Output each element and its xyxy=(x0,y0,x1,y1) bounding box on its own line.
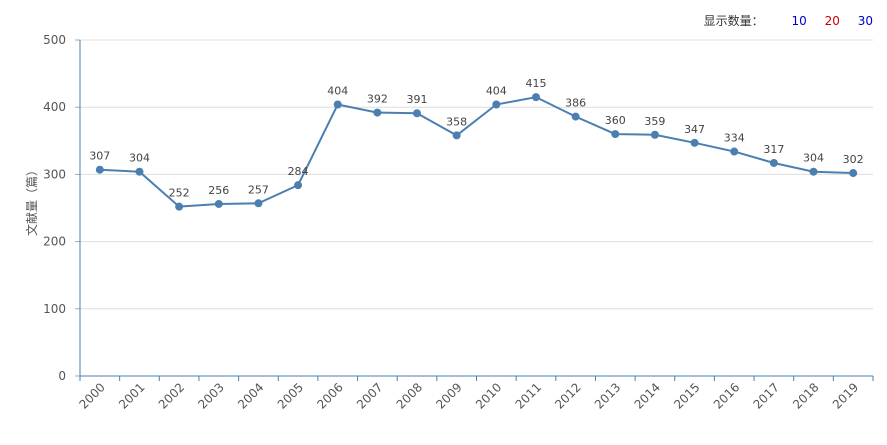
display-count-controls: 显示数量： 10 20 30 xyxy=(704,12,873,29)
y-tick-label: 200 xyxy=(43,235,66,249)
display-count-option-10[interactable]: 10 xyxy=(791,14,807,28)
data-point xyxy=(135,167,144,176)
data-label: 404 xyxy=(327,85,348,98)
data-labels: 307 304 252 256 257 284 404 392 391 358 404 415 386 3… xyxy=(89,77,863,200)
data-label: 252 xyxy=(169,187,190,200)
data-point xyxy=(333,100,342,109)
x-axis: 2000 2001 2002 2003 2004 2005 2006 2007 2008 2009… xyxy=(76,40,874,412)
data-point xyxy=(571,112,580,121)
x-tick-label: 2005 xyxy=(275,380,306,411)
data-point xyxy=(254,199,263,208)
data-point xyxy=(690,138,699,147)
display-count-option-20[interactable]: 20 xyxy=(824,14,840,28)
x-tick-label: 2018 xyxy=(790,380,821,411)
data-label: 284 xyxy=(288,165,309,178)
data-point xyxy=(531,93,540,102)
x-tick-label: 2006 xyxy=(314,380,345,411)
y-tick-label: 300 xyxy=(43,167,66,181)
y-tick-label: 0 xyxy=(58,369,66,383)
x-tick-label: 2012 xyxy=(552,380,583,411)
data-point xyxy=(373,108,382,117)
data-label: 347 xyxy=(684,123,705,136)
display-count-label: 显示数量： xyxy=(703,14,764,28)
x-tick-label: 2003 xyxy=(195,380,226,411)
data-point xyxy=(769,158,778,167)
data-label: 334 xyxy=(724,132,745,145)
data-points xyxy=(95,93,858,211)
x-tick-label: 2007 xyxy=(354,380,385,411)
x-tick-label: 2011 xyxy=(513,380,544,411)
grid-lines xyxy=(80,39,873,310)
x-tick-label: 2004 xyxy=(235,380,266,411)
x-tick-label: 2000 xyxy=(76,380,107,411)
x-tick-label: 2009 xyxy=(433,380,464,411)
x-tick-label: 2013 xyxy=(592,380,623,411)
x-tick-label: 2001 xyxy=(116,380,147,411)
data-label: 317 xyxy=(763,143,784,156)
x-tick-label: 2019 xyxy=(830,380,861,411)
data-point xyxy=(730,147,739,156)
x-tick-label: 2002 xyxy=(156,380,187,411)
series-line xyxy=(99,96,854,208)
y-tick-label: 100 xyxy=(43,302,66,316)
y-axis-label: 文献量（篇） xyxy=(24,164,39,236)
data-point xyxy=(849,169,858,178)
x-tick-label: 2010 xyxy=(473,380,504,411)
data-label: 404 xyxy=(486,85,507,98)
data-label: 392 xyxy=(367,93,388,106)
data-point xyxy=(611,130,620,139)
data-label: 391 xyxy=(407,93,428,106)
data-point xyxy=(809,167,818,176)
display-count-option-30[interactable]: 30 xyxy=(857,14,873,28)
data-label: 415 xyxy=(525,77,546,90)
data-point xyxy=(452,131,461,140)
data-point xyxy=(214,199,223,208)
data-label: 359 xyxy=(644,115,665,128)
y-axis-ticks: 0 100 200 300 400 500 xyxy=(43,33,80,383)
data-label: 304 xyxy=(803,152,824,165)
data-label: 358 xyxy=(446,115,467,128)
data-label: 386 xyxy=(565,97,586,110)
data-label: 257 xyxy=(248,183,269,196)
series-polyline xyxy=(99,96,854,208)
data-point xyxy=(492,100,501,109)
data-point xyxy=(294,181,303,190)
x-tick-label: 2016 xyxy=(711,380,742,411)
x-tick-label: 2017 xyxy=(750,380,781,411)
y-tick-label: 500 xyxy=(43,33,66,47)
data-label: 360 xyxy=(605,114,626,127)
data-label: 304 xyxy=(129,152,150,165)
x-tick-label: 2008 xyxy=(394,380,425,411)
data-point xyxy=(413,109,422,118)
x-tick-label: 2015 xyxy=(671,380,702,411)
y-tick-label: 400 xyxy=(43,100,66,114)
data-label: 256 xyxy=(208,184,229,197)
data-point xyxy=(175,202,184,211)
data-point xyxy=(650,130,659,139)
data-label: 302 xyxy=(843,153,864,166)
data-point xyxy=(95,165,104,174)
x-tick-label: 2014 xyxy=(632,380,663,411)
data-label: 307 xyxy=(89,150,110,163)
